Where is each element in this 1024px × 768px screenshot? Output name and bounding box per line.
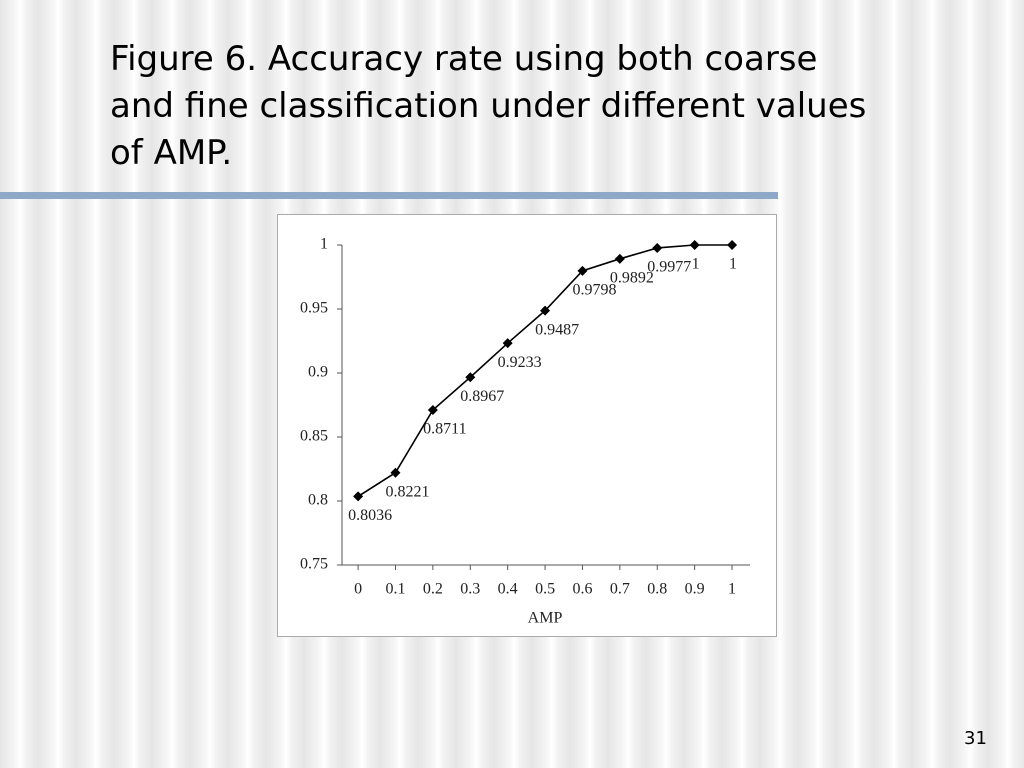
y-tick-label: 0.85 <box>300 428 328 445</box>
data-label: 0.9892 <box>610 269 654 286</box>
data-point <box>652 242 663 253</box>
data-point <box>614 253 625 264</box>
x-tick-label: 0.8 <box>647 581 667 598</box>
slide-title: Figure 6. Accuracy rate using both coars… <box>110 36 866 177</box>
data-point <box>727 240 738 250</box>
x-tick-label: 1 <box>728 581 736 598</box>
chart-frame <box>277 214 777 637</box>
data-point <box>427 404 438 415</box>
y-tick-label: 0.8 <box>308 492 328 509</box>
divider-bar <box>0 192 778 199</box>
y-tick-label: 0.9 <box>308 364 328 381</box>
x-axis-label: AMP <box>528 610 563 627</box>
x-tick-label: 0.1 <box>385 581 405 598</box>
x-tick-label: 0.3 <box>460 581 480 598</box>
x-tick-label: 0.5 <box>535 581 555 598</box>
x-tick-label: 0 <box>354 581 362 598</box>
data-label: 0.9798 <box>572 282 616 299</box>
data-label: 0.8036 <box>348 507 392 524</box>
data-point <box>353 491 364 502</box>
data-point <box>502 338 513 349</box>
x-tick-label: 0.6 <box>572 581 592 598</box>
page-number: 31 <box>964 728 987 749</box>
y-tick-label: 0.75 <box>300 556 328 573</box>
data-label: 0.9487 <box>535 321 579 338</box>
data-point <box>540 305 551 316</box>
title-line: of AMP. <box>110 133 233 173</box>
data-point <box>390 467 401 478</box>
data-label: 0.9233 <box>498 354 542 371</box>
y-tick-label: 0.95 <box>300 300 328 317</box>
data-point <box>465 372 476 383</box>
data-label: 1 <box>692 256 700 273</box>
x-tick-label: 0.4 <box>498 581 518 598</box>
data-label: 0.9977 <box>647 259 691 276</box>
y-tick-label: 1 <box>320 236 328 253</box>
data-point <box>689 240 700 250</box>
title-line: and fine classification under different … <box>110 86 867 126</box>
data-label: 0.8967 <box>460 388 504 405</box>
x-tick-label: 0.9 <box>685 581 705 598</box>
data-point <box>577 265 588 276</box>
x-tick-label: 0.7 <box>610 581 630 598</box>
x-tick-label: 0.2 <box>423 581 443 598</box>
data-label: 0.8711 <box>423 421 466 438</box>
data-label: 1 <box>729 256 737 273</box>
title-line: Figure 6. Accuracy rate using both coars… <box>110 39 818 79</box>
data-label: 0.8221 <box>385 483 429 500</box>
